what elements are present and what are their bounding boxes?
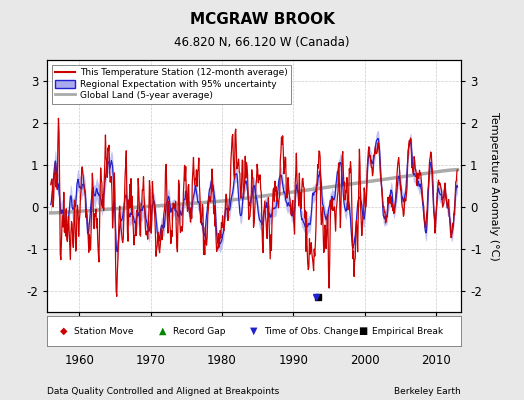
Text: Empirical Break: Empirical Break <box>372 326 443 336</box>
Text: ▲: ▲ <box>159 326 167 336</box>
Text: ◆: ◆ <box>60 326 67 336</box>
Text: 2000: 2000 <box>350 354 379 367</box>
Text: ■: ■ <box>357 326 367 336</box>
Text: 46.820 N, 66.120 W (Canada): 46.820 N, 66.120 W (Canada) <box>174 36 350 49</box>
Y-axis label: Temperature Anomaly (°C): Temperature Anomaly (°C) <box>489 112 499 260</box>
Text: 2010: 2010 <box>421 354 451 367</box>
Text: 1980: 1980 <box>207 354 237 367</box>
Text: ▼: ▼ <box>250 326 257 336</box>
Text: 1970: 1970 <box>136 354 166 367</box>
Text: 1960: 1960 <box>64 354 94 367</box>
Text: MCGRAW BROOK: MCGRAW BROOK <box>190 12 334 27</box>
Text: Data Quality Controlled and Aligned at Breakpoints: Data Quality Controlled and Aligned at B… <box>47 387 279 396</box>
Text: 1990: 1990 <box>278 354 308 367</box>
Text: Station Move: Station Move <box>74 326 134 336</box>
Text: Record Gap: Record Gap <box>173 326 226 336</box>
Text: Berkeley Earth: Berkeley Earth <box>395 387 461 396</box>
Legend: This Temperature Station (12-month average), Regional Expectation with 95% uncer: This Temperature Station (12-month avera… <box>52 64 291 104</box>
Text: Time of Obs. Change: Time of Obs. Change <box>265 326 359 336</box>
